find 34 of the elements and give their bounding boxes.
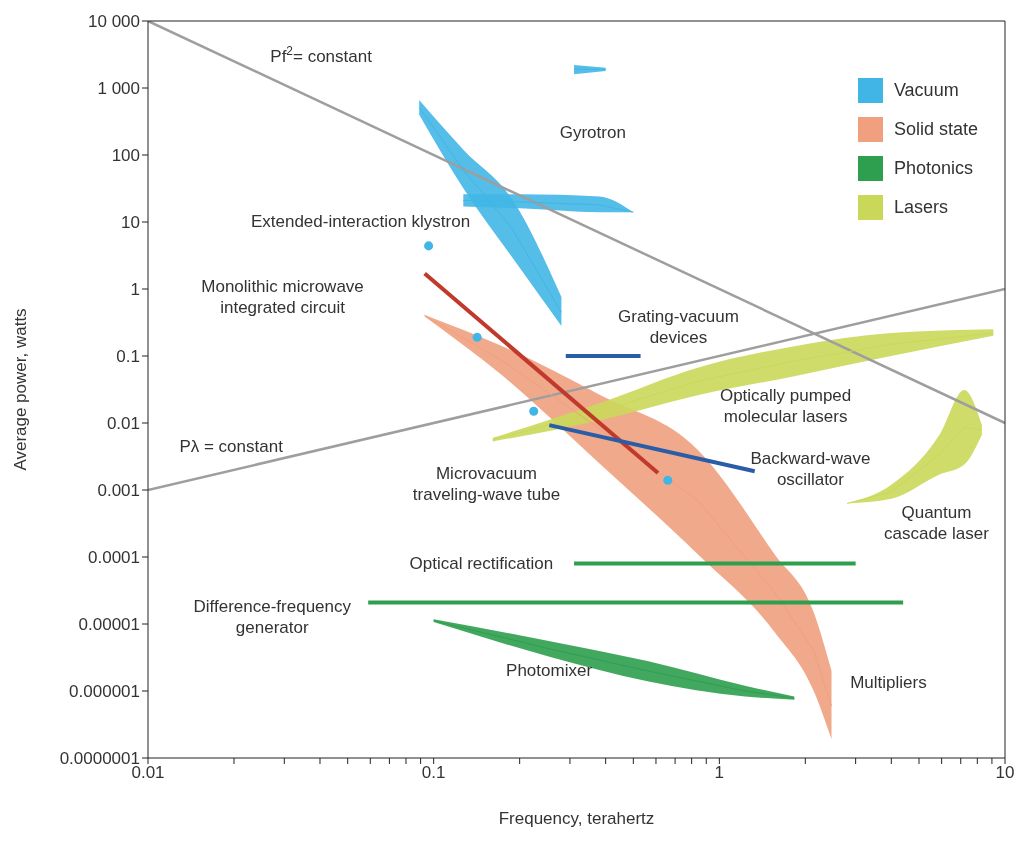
y-tick-label: 1 <box>130 280 140 300</box>
annotation: Microvacuum traveling-wave tube <box>412 463 561 504</box>
x-axis-title: Frequency, terahertz <box>498 809 655 828</box>
x-tick-label: 10 <box>995 763 1015 783</box>
y-tick-label: 0.00001 <box>78 615 140 635</box>
y-tick-label: 0.000001 <box>69 682 140 702</box>
y-tick-label: 0.01 <box>106 414 140 434</box>
y-tick-label: 10 <box>121 213 140 233</box>
annotation: Pf$^{2}$= constant <box>270 43 373 66</box>
y-tick-label: 0.1 <box>116 347 140 367</box>
annotation: Optical rectification <box>409 554 554 574</box>
y-tick-label: 0.001 <box>97 481 140 501</box>
annotation: Photomixer <box>506 660 593 680</box>
y-tick-label: 100 <box>111 146 140 166</box>
annotation: Extended-interaction klystron <box>250 212 471 232</box>
legend-label: Lasers <box>893 197 948 218</box>
y-tick-label: 1 000 <box>97 79 140 99</box>
annotation: Pλ = constant <box>179 437 284 457</box>
x-tick-label: 0.1 <box>421 763 446 783</box>
annotation: Multipliers <box>850 673 927 693</box>
annotation: Gyrotron <box>559 122 626 142</box>
annotation: Quantum cascade laser <box>883 503 990 544</box>
annotation: Grating-vacuum devices <box>618 306 739 347</box>
legend-label: Vacuum <box>893 80 959 101</box>
annotation: Optically pumped molecular lasers <box>719 386 852 427</box>
legend-label: Solid state <box>893 119 978 140</box>
y-tick-label: 0.0001 <box>88 548 140 568</box>
annotation: Monolithic microwave integrated circuit <box>201 277 364 318</box>
y-axis-title: Average power, watts <box>11 308 31 471</box>
x-tick-label: 1 <box>714 763 725 783</box>
legend-label: Photonics <box>893 158 973 179</box>
annotation: Difference-frequency generator <box>193 597 352 637</box>
y-tick-label: 10 000 <box>88 12 140 32</box>
annotation: Backward-wave oscillator <box>750 448 871 489</box>
